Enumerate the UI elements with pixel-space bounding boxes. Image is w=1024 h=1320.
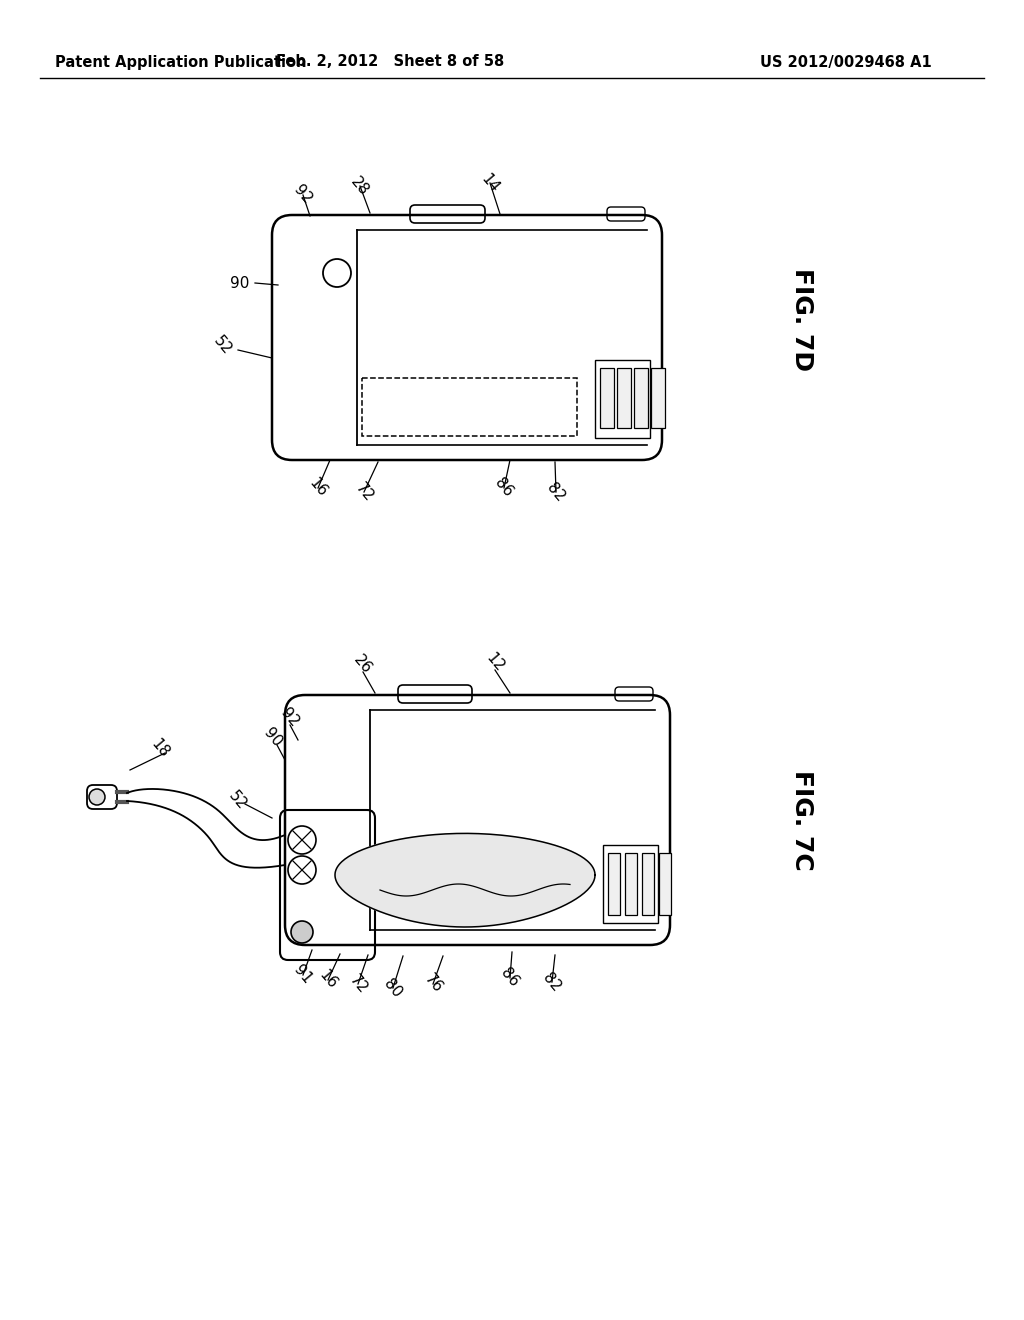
Text: 72: 72 xyxy=(346,972,370,997)
Text: 92: 92 xyxy=(291,182,315,207)
Bar xyxy=(608,853,620,915)
Text: FIG. 7D: FIG. 7D xyxy=(790,268,814,371)
Text: 80: 80 xyxy=(381,975,404,1001)
Bar xyxy=(595,360,650,438)
Text: 90: 90 xyxy=(230,276,250,290)
Text: 82: 82 xyxy=(544,479,568,504)
Bar xyxy=(651,368,665,428)
Bar xyxy=(634,368,648,428)
Text: 92: 92 xyxy=(279,706,302,730)
Bar xyxy=(625,853,637,915)
Text: 72: 72 xyxy=(352,479,376,504)
Text: 90: 90 xyxy=(261,726,285,750)
Text: FIG. 7C: FIG. 7C xyxy=(790,770,814,870)
Polygon shape xyxy=(335,833,595,927)
Text: 76: 76 xyxy=(421,972,445,997)
Bar xyxy=(362,378,577,436)
Bar xyxy=(600,368,614,428)
Text: 82: 82 xyxy=(540,970,564,994)
Text: Patent Application Publication: Patent Application Publication xyxy=(55,54,306,70)
Text: 86: 86 xyxy=(492,475,516,500)
Bar xyxy=(603,845,658,923)
Text: 28: 28 xyxy=(348,174,372,198)
Text: 52: 52 xyxy=(226,788,250,812)
Text: 26: 26 xyxy=(351,653,375,677)
Text: 52: 52 xyxy=(211,333,234,358)
Bar xyxy=(659,853,671,915)
Text: 14: 14 xyxy=(478,170,502,195)
Bar xyxy=(617,368,631,428)
Text: 91: 91 xyxy=(291,962,315,987)
Circle shape xyxy=(89,789,105,805)
Text: 16: 16 xyxy=(316,968,340,993)
Text: 86: 86 xyxy=(498,966,522,990)
Text: Feb. 2, 2012   Sheet 8 of 58: Feb. 2, 2012 Sheet 8 of 58 xyxy=(275,54,504,70)
Text: 12: 12 xyxy=(483,649,507,675)
Bar xyxy=(642,853,654,915)
Text: US 2012/0029468 A1: US 2012/0029468 A1 xyxy=(760,54,932,70)
Text: 16: 16 xyxy=(306,475,330,500)
Text: 18: 18 xyxy=(148,735,172,760)
Circle shape xyxy=(291,921,313,942)
